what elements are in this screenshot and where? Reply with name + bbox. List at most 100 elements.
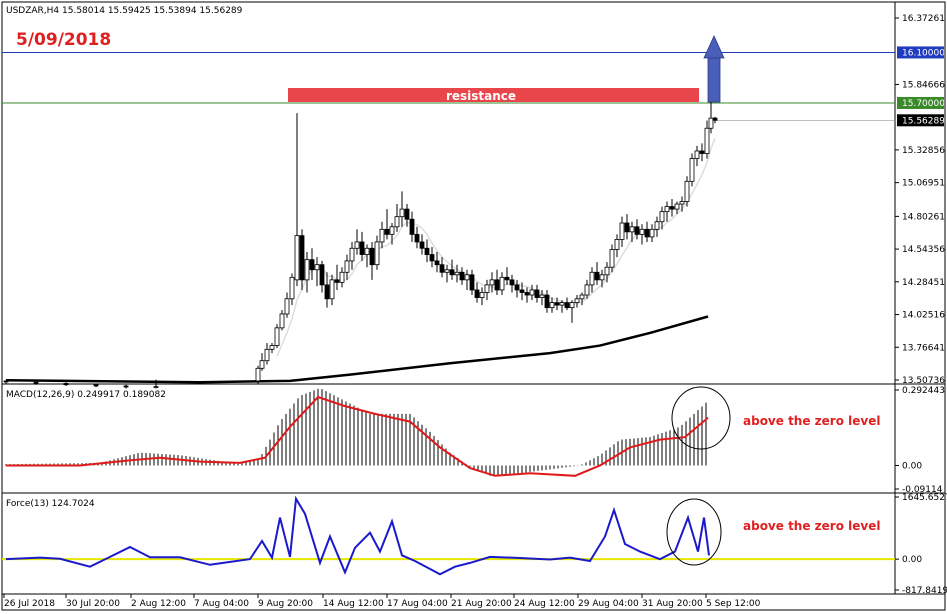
candle-body	[614, 239, 620, 250]
candle-body	[549, 302, 555, 309]
candle-body	[429, 254, 435, 262]
candle-body	[304, 259, 310, 281]
candle-body	[364, 247, 370, 255]
candle-body	[494, 279, 500, 291]
price-label-bg	[897, 46, 944, 59]
candle-body	[479, 292, 485, 298]
candle-body	[489, 279, 495, 286]
candle-body	[324, 284, 330, 300]
symbol-header: USDZAR,H4 15.58014 15.59425 15.53894 15.…	[6, 6, 243, 16]
candle-body	[374, 241, 380, 266]
macd-tick-label: -0.09114	[902, 485, 943, 495]
candle-body	[514, 284, 520, 291]
candle-body	[354, 241, 360, 249]
candle-body	[294, 235, 300, 281]
candle-body	[659, 211, 665, 223]
candle-body	[679, 201, 685, 205]
candle-body	[694, 150, 700, 159]
candle-body	[504, 276, 510, 281]
x-tick-label: 9 Aug 20:00	[258, 599, 313, 609]
price-tick-label: 15.06951	[902, 179, 945, 189]
candle-body	[524, 292, 530, 296]
candle-body	[314, 264, 320, 271]
candle-body	[624, 222, 630, 233]
macd-highlight-circle	[671, 386, 731, 450]
candle-body	[399, 208, 405, 218]
force-tick-label: 1645.6527	[902, 493, 947, 503]
candle-body	[424, 247, 430, 255]
candle-body	[559, 302, 565, 306]
candle-body	[359, 241, 365, 255]
candle-body	[569, 302, 575, 309]
candle-body	[599, 274, 605, 281]
force-tick-label: 0.00	[902, 555, 922, 565]
candle-body	[349, 247, 355, 262]
candle-body	[708, 117, 714, 129]
x-tick-label: 24 Aug 12:00	[514, 599, 575, 609]
candle-body	[564, 302, 570, 309]
candle-body	[394, 216, 400, 228]
price-tick-label: 15.70000	[902, 99, 945, 109]
candle-body	[329, 279, 335, 300]
price-label-bg	[897, 96, 944, 109]
price-tick-label: 13.76641	[902, 343, 945, 353]
candle-body	[579, 294, 585, 300]
candle-body	[409, 218, 415, 235]
candle-body	[123, 385, 129, 388]
force-label: Force(13) 124.7024	[6, 499, 95, 509]
candle-body	[344, 260, 350, 273]
candle-body	[459, 271, 465, 281]
candle-body	[604, 266, 610, 276]
x-tick-label: 17 Aug 04:00	[387, 599, 448, 609]
candle-body	[704, 127, 710, 154]
candle-body	[255, 367, 261, 382]
candle-body	[539, 294, 545, 298]
up-arrow-icon	[703, 35, 725, 103]
price-tick-label: 14.54356	[902, 245, 945, 255]
candle-body	[379, 228, 385, 243]
candle-body	[419, 241, 425, 249]
candle-body	[634, 226, 640, 235]
candle-body	[554, 302, 560, 306]
candle-body	[609, 249, 615, 268]
candle-body	[699, 150, 705, 154]
candle-body	[369, 247, 375, 266]
macd-tick-label: 0.292443	[902, 386, 945, 396]
candle-body	[33, 381, 39, 384]
ma-slow-line	[5, 315, 709, 384]
price-tick-label: 14.02516	[902, 311, 945, 321]
candle-body	[289, 276, 295, 300]
macd-tick-label: 0.00	[902, 461, 922, 471]
candle-body	[534, 289, 540, 298]
candle-body	[334, 279, 340, 283]
candle-body	[274, 327, 280, 346]
price-tick-label: 13.50736	[902, 376, 945, 386]
candle-body	[629, 226, 635, 233]
candle-body	[589, 271, 595, 286]
x-tick-label: 26 Jul 2018	[4, 599, 55, 609]
candle-body	[279, 313, 285, 329]
candle-body	[284, 298, 290, 315]
candle-body	[594, 271, 600, 281]
candle-body	[674, 203, 680, 210]
candle-body	[414, 233, 420, 243]
x-tick-label: 29 Aug 04:00	[578, 599, 639, 609]
candle-body	[389, 226, 395, 235]
candle-body	[649, 228, 655, 238]
force-annotation: above the zero level	[743, 519, 880, 533]
price-label-bg	[897, 114, 944, 127]
candle-body	[444, 269, 450, 273]
candle-body	[574, 298, 580, 303]
macd-label: MACD(12,26,9) 0.249917 0.189082	[6, 390, 166, 400]
x-tick-label: 2 Aug 12:00	[131, 599, 186, 609]
candle-body	[529, 289, 535, 296]
price-tick-label: 16.37261	[902, 14, 945, 24]
force-line	[5, 495, 710, 576]
x-tick-label: 5 Sep 12:00	[706, 599, 761, 609]
force-highlight-circle	[666, 498, 722, 566]
candle-body	[684, 180, 690, 202]
candle-body	[384, 228, 390, 235]
candle-body	[644, 228, 650, 238]
candle-body	[93, 384, 99, 387]
